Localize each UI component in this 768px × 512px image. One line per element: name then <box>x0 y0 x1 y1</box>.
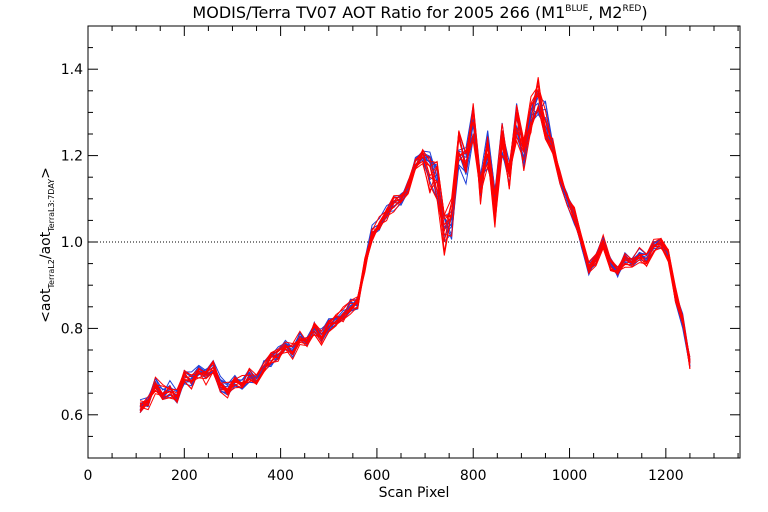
chart-title-sup-blue: BLUE <box>565 4 588 14</box>
y-tick-layer: 0.6 0.8 1.0 1.2 1.4 <box>61 47 740 437</box>
chart-title: MODIS/Terra TV07 AOT Ratio for 2005 266 … <box>192 3 647 22</box>
y-axis-title-close: > <box>38 167 54 179</box>
series-line-m2 <box>139 91 691 404</box>
y-axis-title-open: <aot <box>38 288 54 323</box>
x-tick-label: 200 <box>171 468 198 484</box>
x-tick-label: 1000 <box>552 468 588 484</box>
x-tick-label: 600 <box>364 468 391 484</box>
x-tick-label: 800 <box>460 468 487 484</box>
y-tick-label: 0.6 <box>61 408 83 424</box>
plot-frame <box>87 25 741 459</box>
chart-title-main: MODIS/Terra TV07 AOT Ratio for 2005 266 … <box>192 3 565 22</box>
series-layer <box>139 77 691 414</box>
x-tick-label: 1200 <box>648 468 684 484</box>
chart-title-end: ) <box>641 3 647 22</box>
series-line-m2 <box>139 80 691 411</box>
y-axis-title: <aotTerraL2/aotTerraL3:7DAY> <box>38 167 56 323</box>
series-line-m2 <box>139 104 691 407</box>
x-tick-layer: 0 200 400 600 800 1000 1200 <box>84 26 739 484</box>
series-line-m1 <box>139 89 691 401</box>
series-line-m2 <box>139 84 691 407</box>
y-axis-title-sub1: TerraL2 <box>47 259 56 289</box>
chart-title-sup-red: RED <box>622 4 641 14</box>
series-line-m2 <box>139 88 691 405</box>
series-line-m1 <box>139 80 691 408</box>
x-axis-title: Scan Pixel <box>379 485 450 501</box>
y-axis-title-slash: /aot <box>38 231 54 259</box>
chart-title-mid: , M2 <box>588 3 622 22</box>
y-axis-title-sub2: TerraL3:7DAY <box>47 179 56 233</box>
y-tick-label: 1.4 <box>61 62 83 78</box>
y-tick-label: 1.2 <box>61 149 83 165</box>
y-tick-label: 0.8 <box>61 321 83 337</box>
y-tick-label: 1.0 <box>61 235 83 251</box>
x-tick-label: 400 <box>267 468 294 484</box>
x-tick-label: 0 <box>84 468 93 484</box>
